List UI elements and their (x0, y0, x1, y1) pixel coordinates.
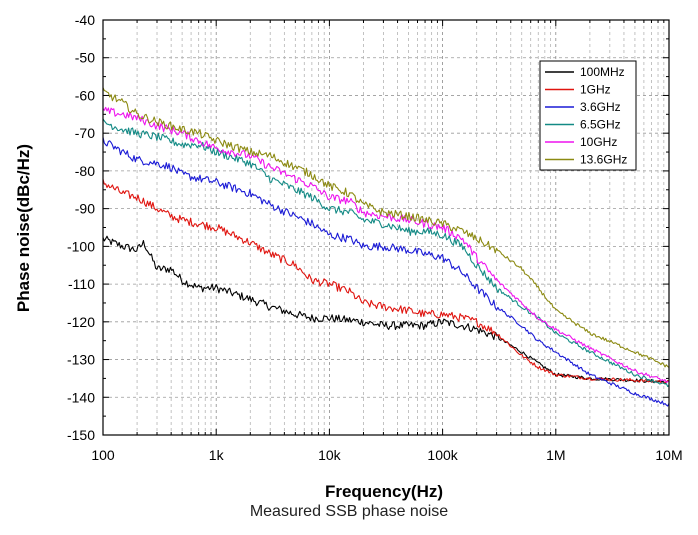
y-tick-label: -60 (75, 87, 95, 103)
x-tick-label: 1M (546, 447, 565, 463)
series-line-13.6GHz (102, 87, 670, 368)
y-tick-label: -80 (75, 163, 95, 179)
x-tick-label: 100 (91, 447, 115, 463)
series-line-3.6GHz (102, 137, 670, 407)
legend-label: 100MHz (580, 65, 625, 79)
y-tick-label: -70 (75, 125, 95, 141)
y-tick-label: -120 (67, 314, 95, 330)
legend-label: 6.5GHz (580, 118, 621, 132)
y-tick-label: -100 (67, 238, 95, 254)
x-axis-label: Frequency(Hz) (325, 482, 443, 501)
series-line-6.5GHz (102, 118, 670, 388)
legend-label: 1GHz (580, 83, 611, 97)
y-tick-label: -150 (67, 427, 95, 443)
legend-box (539, 60, 637, 171)
x-tick-label: 100k (427, 447, 458, 463)
y-tick-label: -40 (75, 12, 95, 28)
series-line-10GHz (102, 106, 670, 383)
figure-caption: Measured SSB phase noise (249, 503, 449, 520)
x-tick-label: 1k (209, 447, 225, 463)
series-line-1GHz (102, 179, 670, 384)
grid (103, 20, 669, 435)
y-tick-label: -140 (67, 389, 95, 405)
x-tick-label: 10k (318, 447, 342, 463)
axis-ticks: -150 -140 -130 -120 -110 -100 -90 -80 -70 -60 -50 -… (67, 12, 683, 463)
x-tick-label: 10M (655, 447, 682, 463)
legend-label: 3.6GHz (580, 100, 621, 114)
y-tick-label: -90 (75, 201, 95, 217)
series-lines (102, 87, 670, 407)
legend: 100MHz 1GHz 3.6GHz 6.5GHz 10GHz 13.6GHz (539, 60, 637, 171)
legend-label: 10GHz (580, 135, 617, 149)
y-axis-label: Phase noise(dBc/Hz) (14, 144, 33, 312)
y-tick-label: -110 (68, 276, 95, 292)
y-tick-label: -50 (75, 50, 95, 66)
legend-label: 13.6GHz (580, 153, 627, 167)
y-tick-label: -130 (67, 352, 95, 368)
